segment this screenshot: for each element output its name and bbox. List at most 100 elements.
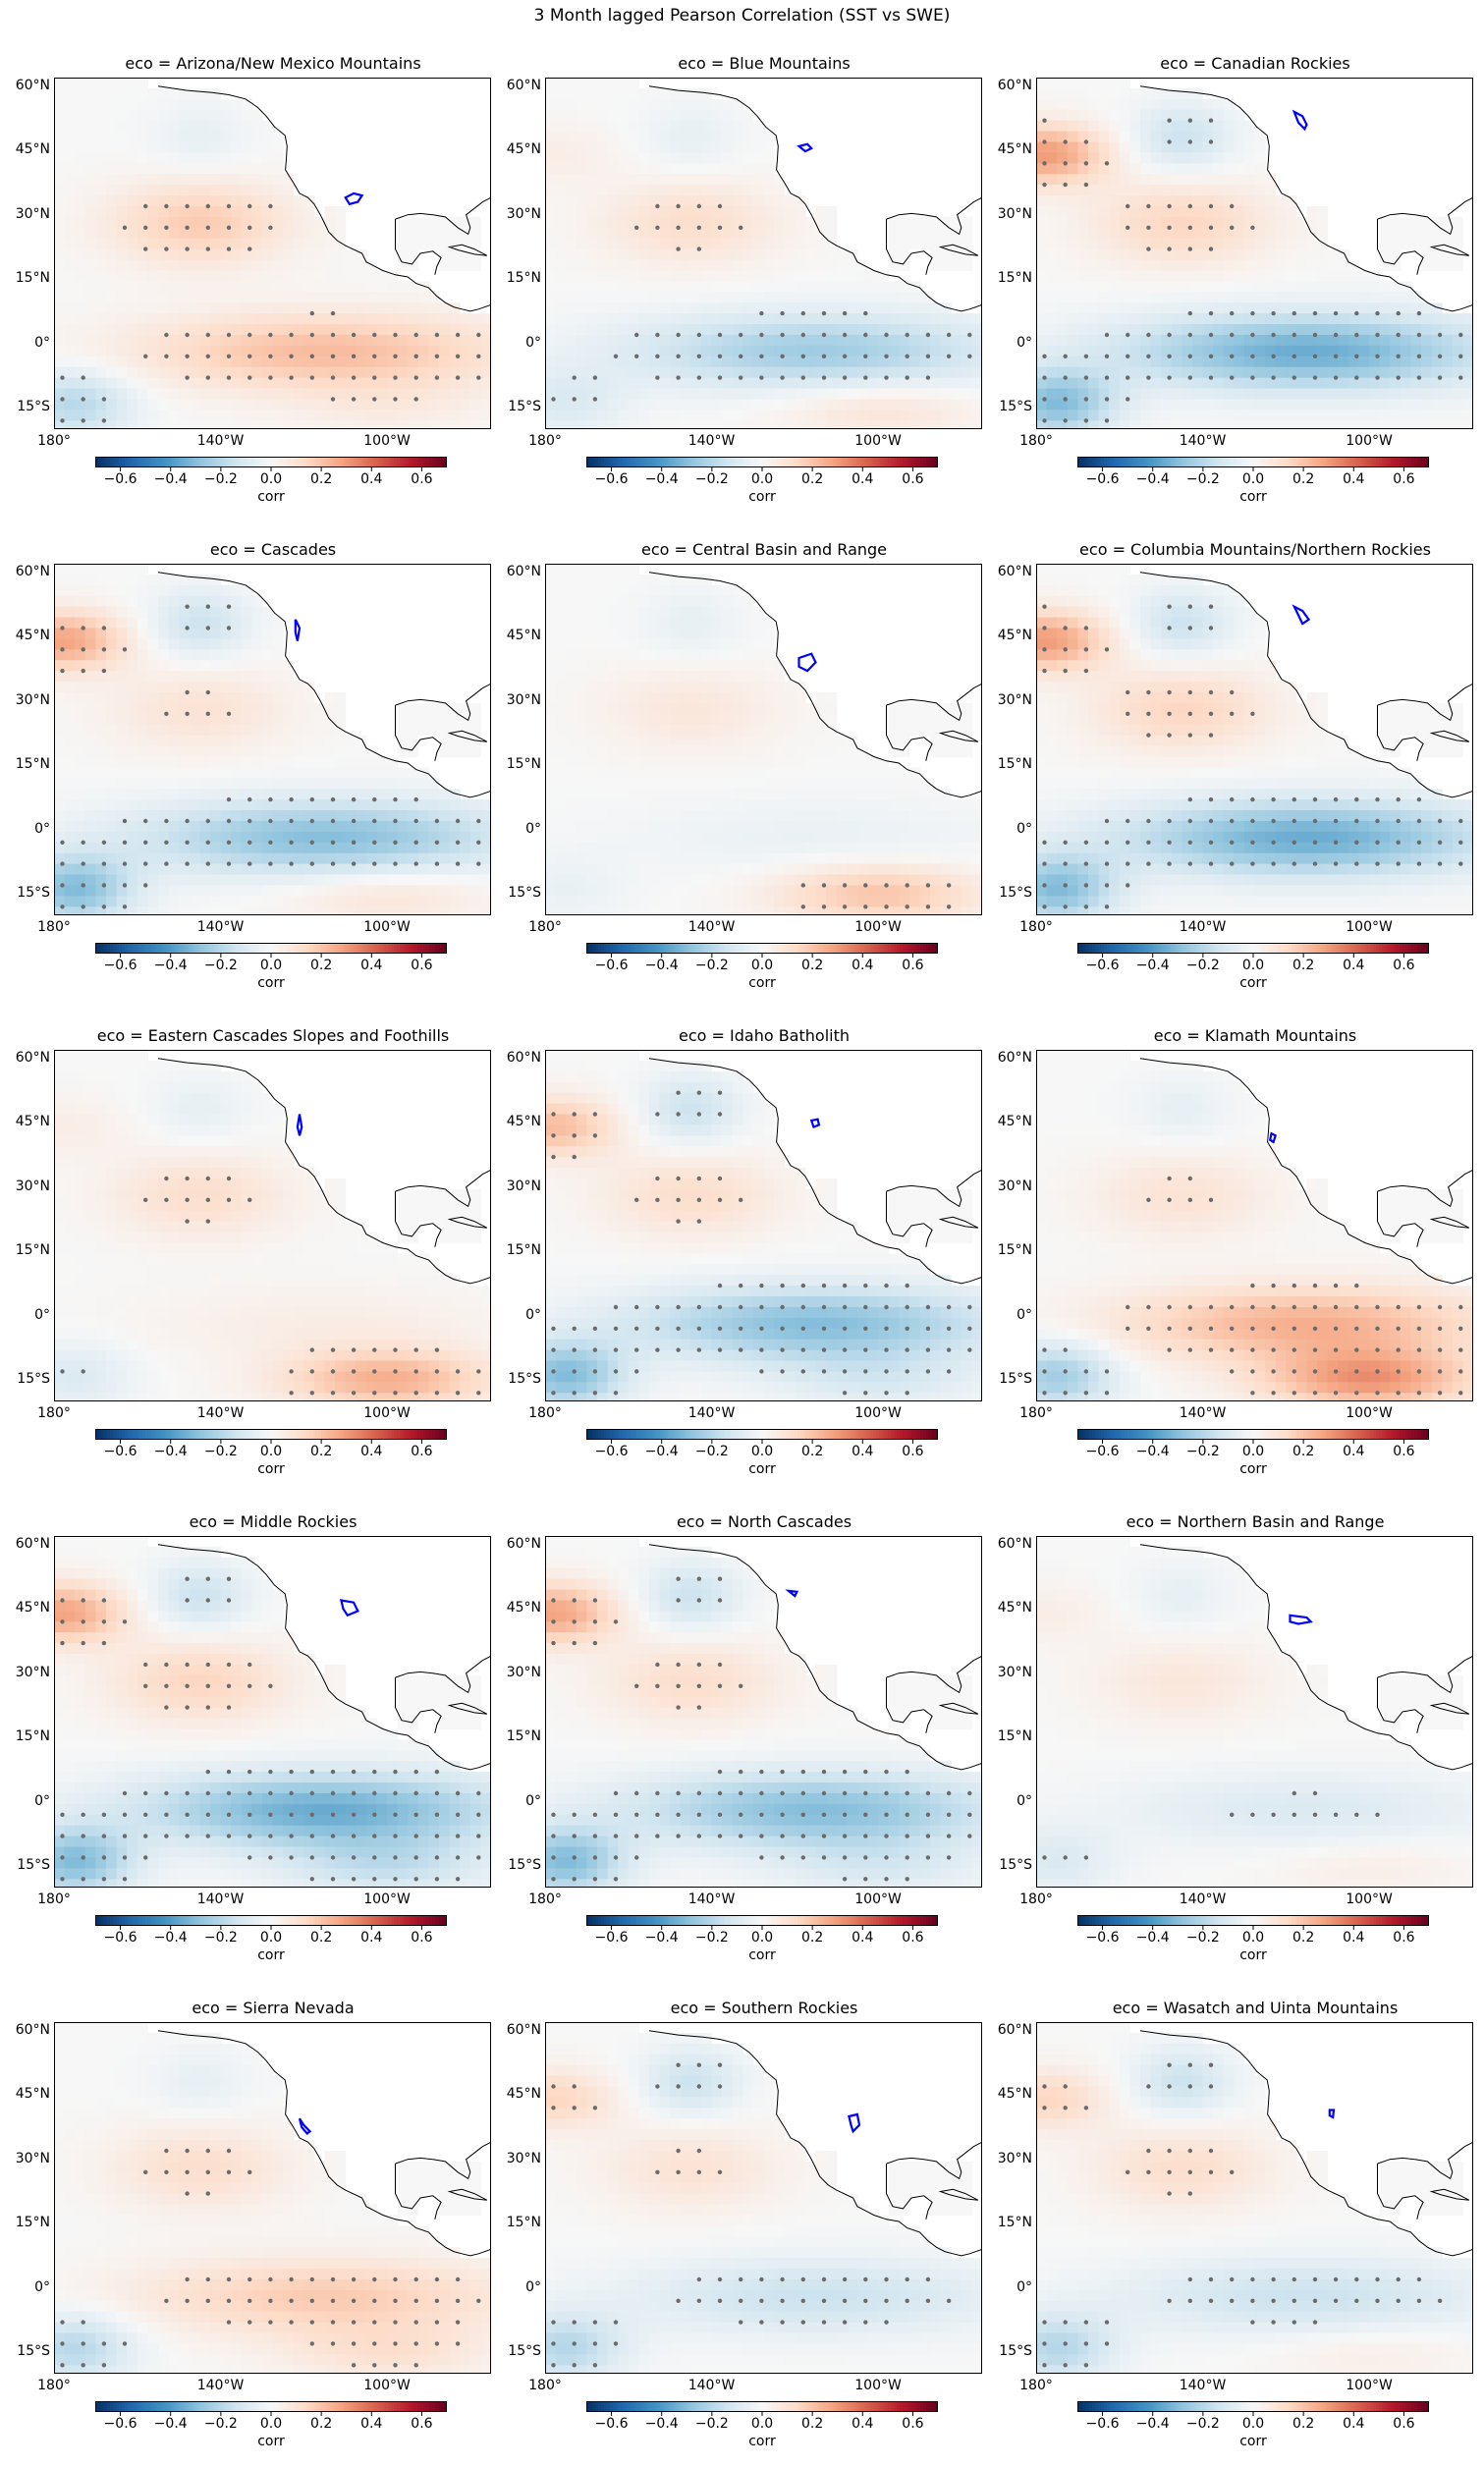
corr-cell xyxy=(189,195,200,207)
significance-dot xyxy=(717,375,723,380)
corr-cell xyxy=(220,789,232,800)
corr-cell xyxy=(147,131,159,143)
corr-cell xyxy=(545,377,557,390)
corr-cell xyxy=(586,87,598,100)
corr-cell xyxy=(168,410,180,421)
corr-cell xyxy=(84,885,96,897)
corr-cell xyxy=(742,410,754,421)
corr-cell xyxy=(64,174,76,186)
corr-cell xyxy=(867,345,879,357)
corr-cell xyxy=(1191,410,1204,421)
corr-cell xyxy=(1275,270,1287,282)
corr-cell xyxy=(127,745,138,758)
corr-cell xyxy=(1286,292,1297,303)
corr-cell xyxy=(961,216,973,229)
lat-tick-label: 15°S xyxy=(17,399,50,415)
corr-cell xyxy=(313,735,326,747)
corr-cell xyxy=(272,356,284,368)
corr-cell xyxy=(576,302,587,314)
corr-cell xyxy=(84,584,96,597)
corr-cell xyxy=(449,399,461,411)
corr-cell xyxy=(313,324,326,336)
colorbar xyxy=(586,457,938,471)
corr-cell xyxy=(480,852,491,865)
corr-cell xyxy=(1119,174,1130,186)
corr-cell xyxy=(1087,345,1100,357)
corr-cell xyxy=(607,574,619,586)
corr-cell xyxy=(199,906,211,915)
corr-cell xyxy=(638,195,650,207)
corr-cell xyxy=(1234,185,1245,196)
corr-cell xyxy=(1286,345,1297,357)
corr-cell xyxy=(951,356,962,368)
corr-cell xyxy=(387,767,399,779)
corr-cell xyxy=(293,831,304,844)
significance-dot xyxy=(330,818,336,824)
corr-cell xyxy=(628,660,639,672)
corr-cell xyxy=(137,756,148,768)
corr-cell xyxy=(628,281,639,293)
corr-cell xyxy=(648,420,661,429)
corr-cell xyxy=(116,98,128,111)
corr-cell xyxy=(220,227,232,240)
corr-cell xyxy=(951,216,962,229)
corr-cell xyxy=(95,595,107,608)
corr-cell xyxy=(127,767,138,779)
corr-cell xyxy=(1171,281,1182,293)
corr-cell xyxy=(1036,152,1048,164)
corr-cell xyxy=(95,109,107,122)
corr-cell xyxy=(555,109,567,122)
cuba-outline xyxy=(938,244,979,256)
corr-cell xyxy=(545,109,557,122)
significance-dot xyxy=(60,905,65,909)
corr-cell xyxy=(439,874,451,887)
corr-cell xyxy=(1358,399,1370,411)
corr-cell xyxy=(1275,205,1287,218)
corr-cell xyxy=(1390,334,1402,347)
corr-cell xyxy=(220,399,232,411)
corr-cell xyxy=(774,259,786,272)
corr-cell xyxy=(680,388,691,401)
corr-cell xyxy=(722,628,734,639)
corr-cell xyxy=(147,109,159,122)
corr-cell xyxy=(116,388,128,401)
corr-cell xyxy=(75,120,86,133)
corr-cell xyxy=(638,185,650,196)
corr-cell xyxy=(251,141,263,153)
corr-cell xyxy=(460,735,471,747)
corr-cell xyxy=(1046,248,1058,261)
corr-cell xyxy=(1046,313,1058,325)
corr-cell xyxy=(283,863,295,876)
corr-cell xyxy=(1191,259,1204,272)
corr-cell xyxy=(888,281,900,293)
corr-cell xyxy=(1379,281,1391,293)
corr-cell xyxy=(1286,195,1297,207)
corr-cell xyxy=(826,388,838,401)
significance-dot xyxy=(1375,375,1380,380)
corr-cell xyxy=(283,292,295,303)
colorbar-tick-label: 0.4 xyxy=(1343,471,1365,487)
corr-cell xyxy=(335,691,347,704)
corr-cell xyxy=(555,131,567,143)
corr-cell xyxy=(638,617,650,630)
corr-cell xyxy=(940,366,952,379)
corr-cell xyxy=(95,238,107,250)
corr-cell xyxy=(209,141,222,153)
corr-cell xyxy=(930,227,942,240)
corr-cell xyxy=(116,702,128,715)
corr-cell xyxy=(116,356,128,368)
corr-cell xyxy=(1129,131,1141,143)
significance-dot xyxy=(1354,354,1359,358)
corr-cell xyxy=(545,671,557,683)
significance-dot xyxy=(247,375,252,380)
corr-cell xyxy=(566,98,577,111)
corr-cell xyxy=(670,152,682,164)
corr-cell xyxy=(95,174,107,186)
corr-cell xyxy=(168,767,180,779)
corr-cell xyxy=(1077,302,1089,314)
corr-cell xyxy=(908,345,921,357)
significance-dot xyxy=(1312,310,1318,316)
corr-cell xyxy=(700,131,713,143)
significance-dot xyxy=(1042,118,1047,123)
corr-cell xyxy=(555,638,567,650)
